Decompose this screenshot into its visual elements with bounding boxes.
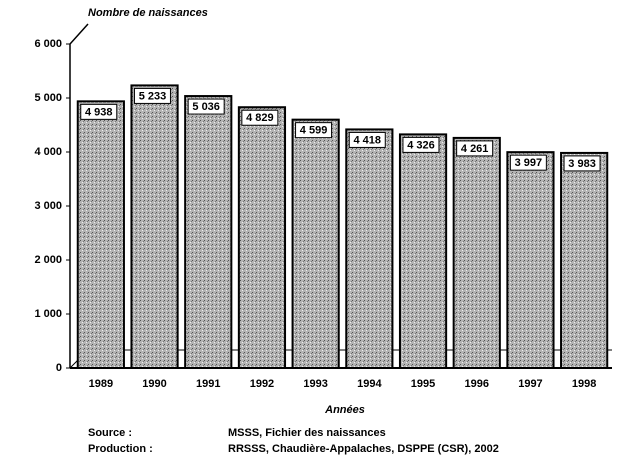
y-axis-label: Nombre de naissances	[88, 7, 208, 19]
value-label-box	[133, 87, 171, 104]
value-label-box	[402, 136, 440, 153]
y-tick-label: 3 000	[34, 200, 62, 212]
value-label-box	[241, 109, 279, 126]
x-tick-label: 1993	[303, 378, 327, 390]
value-label-box	[80, 103, 118, 120]
y-tick-label: 4 000	[34, 146, 62, 158]
value-label-box	[187, 98, 225, 115]
source-label: Source :	[88, 427, 132, 439]
value-label: 3 997	[515, 157, 543, 169]
x-tick-label: 1996	[465, 378, 489, 390]
x-tick-label: 1998	[572, 378, 596, 390]
y-tick-label: 1 000	[34, 308, 62, 320]
x-tick-label: 1997	[518, 378, 542, 390]
x-tick-label: 1990	[142, 378, 166, 390]
x-tick-label: 1991	[196, 378, 220, 390]
value-label: 4 599	[300, 125, 328, 137]
bar	[76, 100, 125, 370]
value-label-box	[295, 122, 333, 139]
value-label-box	[509, 154, 547, 171]
bar	[345, 128, 394, 369]
value-label-box	[563, 155, 601, 172]
value-label: 5 036	[192, 101, 220, 113]
value-label: 4 261	[461, 143, 489, 155]
bar	[506, 151, 555, 369]
value-label: 4 418	[353, 134, 381, 146]
value-label: 3 983	[568, 158, 596, 170]
x-tick-label: 1992	[250, 378, 274, 390]
value-label: 4 938	[85, 106, 113, 118]
value-label: 5 233	[139, 90, 167, 102]
value-label-box	[348, 131, 386, 148]
bar	[291, 118, 340, 369]
source-text: MSSS, Fichier des naissances	[228, 427, 386, 439]
production-label: Production :	[88, 443, 153, 455]
x-tick-label: 1994	[357, 378, 382, 390]
y-tick-label: 0	[56, 362, 62, 374]
bar	[452, 136, 501, 369]
y-tick-label: 6 000	[34, 38, 62, 50]
value-label: 4 326	[407, 139, 435, 151]
y-tick-label: 2 000	[34, 254, 62, 266]
bar	[398, 133, 448, 369]
production-text: RRSSS, Chaudière-Appalaches, DSPPE (CSR)…	[228, 443, 499, 455]
bar	[237, 106, 287, 369]
value-label: 4 829	[246, 112, 274, 124]
x-tick-label: 1995	[411, 378, 435, 390]
x-tick-label: 1989	[89, 378, 113, 390]
bar	[184, 95, 233, 369]
bar	[560, 151, 609, 369]
y-tick-label: 5 000	[34, 92, 62, 104]
bar	[130, 84, 179, 369]
value-label-box	[456, 140, 494, 157]
x-axis-label: Années	[324, 404, 365, 416]
